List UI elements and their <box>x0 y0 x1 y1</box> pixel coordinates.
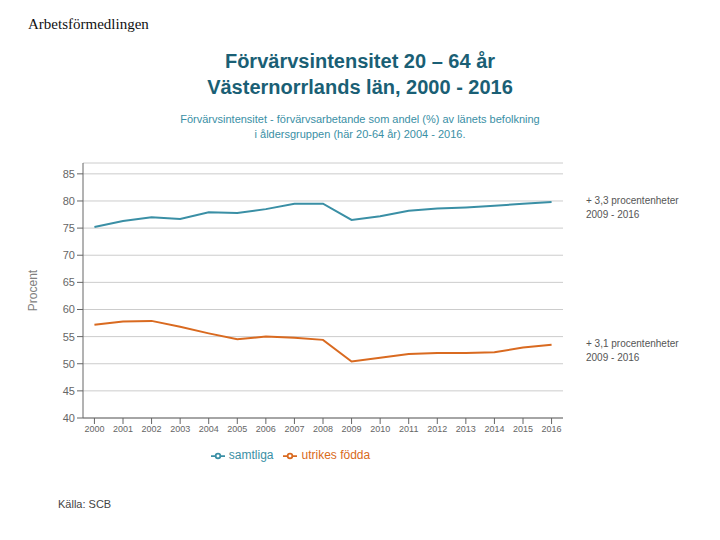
svg-text:2014: 2014 <box>484 424 504 434</box>
svg-text:Procent: Procent <box>26 269 40 311</box>
svg-text:65: 65 <box>63 276 75 288</box>
svg-text:2003: 2003 <box>170 424 190 434</box>
html-text:Förvärvsintensitet 20 – 64 år: Förvärvsintensitet 20 – 64 år <box>224 50 496 72</box>
svg-text:2004: 2004 <box>199 424 219 434</box>
svg-text:2013: 2013 <box>456 424 476 434</box>
html-text:Källa: SCB: Källa: SCB <box>58 498 112 510</box>
svg-text:40: 40 <box>63 412 75 424</box>
svg-text:80: 80 <box>63 195 75 207</box>
svg-text:2008: 2008 <box>313 424 333 434</box>
svg-text:50: 50 <box>63 358 75 370</box>
svg-text:2001: 2001 <box>113 424 133 434</box>
svg-text:70: 70 <box>63 249 75 261</box>
html-text:utrikes födda: utrikes födda <box>301 448 371 462</box>
svg-text:2016: 2016 <box>542 424 562 434</box>
html-text:samtliga: samtliga <box>228 448 274 462</box>
svg-text:60: 60 <box>63 303 75 315</box>
html-text:Arbetsförmedlingen: Arbetsförmedlingen <box>28 16 149 32</box>
svg-text:2009: 2009 <box>342 424 362 434</box>
html-text:2009 - 2016: 2009 - 2016 <box>586 351 640 363</box>
svg-text:2000: 2000 <box>84 424 104 434</box>
svg-text:2011: 2011 <box>399 424 418 434</box>
svg-text:2012: 2012 <box>427 424 447 434</box>
svg-text:85: 85 <box>63 168 75 180</box>
svg-text:2010: 2010 <box>370 424 390 434</box>
html-text:+ 3,3 procentenheter: + 3,3 procentenheter <box>586 195 679 207</box>
svg-text:2005: 2005 <box>227 424 247 434</box>
svg-text:2015: 2015 <box>513 424 533 434</box>
svg-text:55: 55 <box>63 331 75 343</box>
svg-text:45: 45 <box>63 385 75 397</box>
html-text:Förvärvsintensitet - förvärvsa: Förvärvsintensitet - förvärvsarbetande s… <box>180 113 540 125</box>
html-text:i åldersgruppen (här 20-64 år): i åldersgruppen (här 20-64 år) 2004 - 20… <box>254 128 466 140</box>
html-text:Västernorrlands län, 2000 - 20: Västernorrlands län, 2000 - 2016 <box>207 76 513 98</box>
svg-text:2002: 2002 <box>142 424 162 434</box>
svg-text:2007: 2007 <box>284 424 304 434</box>
html-text:2009 - 2016: 2009 - 2016 <box>586 209 640 221</box>
svg-text:2006: 2006 <box>256 424 276 434</box>
html-text:+ 3,1 procentenheter: + 3,1 procentenheter <box>586 337 679 349</box>
svg-text:75: 75 <box>63 222 75 234</box>
